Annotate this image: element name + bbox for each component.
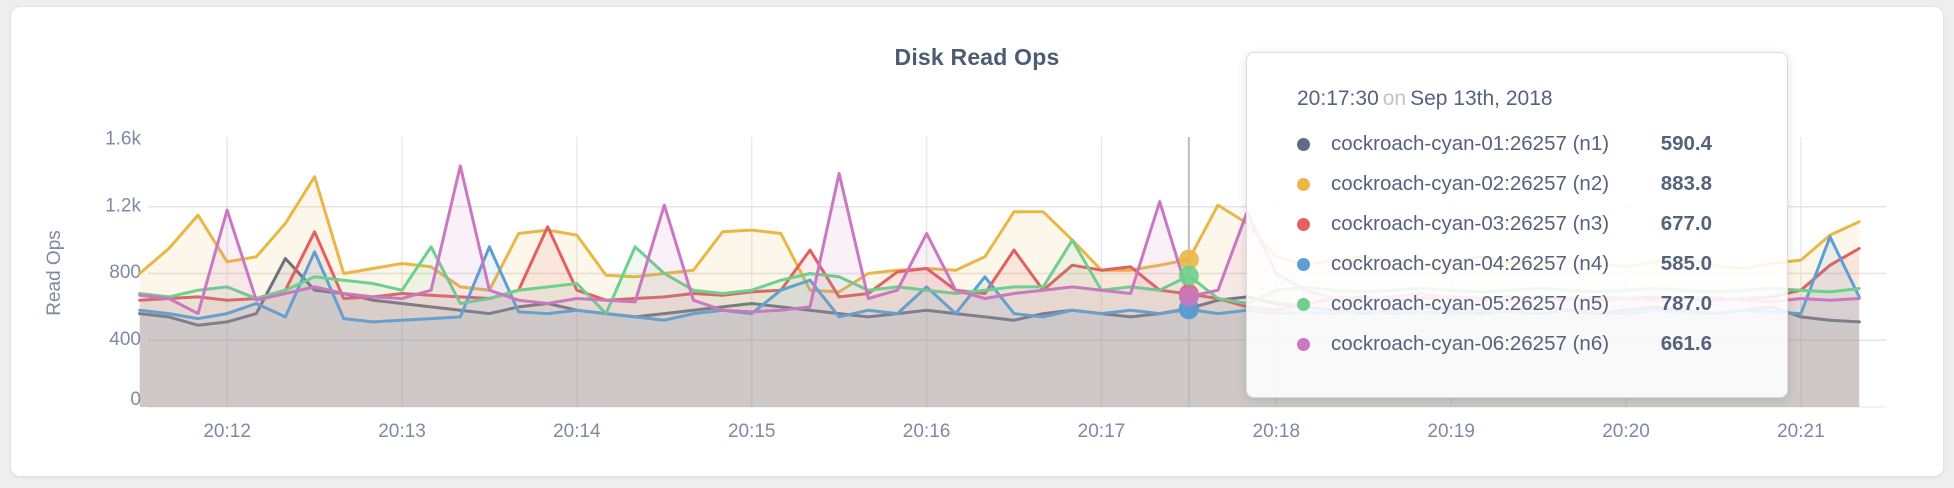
y-axis-tick: 0 bbox=[130, 389, 141, 410]
series-name: cockroach-cyan-01:26257 (n1) bbox=[1331, 132, 1610, 155]
tooltip-connector: on bbox=[1382, 87, 1407, 110]
tooltip-row: cockroach-cyan-03:26257 (n3) 677.0 bbox=[1297, 204, 1763, 244]
series-name: cockroach-cyan-06:26257 (n6) bbox=[1331, 332, 1610, 355]
x-axis-tick: 20:13 bbox=[378, 421, 426, 442]
x-axis-tick: 20:12 bbox=[203, 421, 251, 442]
x-axis-tick: 20:17 bbox=[1078, 421, 1126, 442]
hover-tooltip: 20:17:30 on Sep 13th, 2018 cockroach-cyan-… bbox=[1246, 52, 1788, 398]
tooltip-time: 20:17:30 bbox=[1297, 87, 1379, 110]
series-value: 883.8 bbox=[1660, 172, 1712, 195]
x-axis-tick: 20:16 bbox=[903, 421, 951, 442]
tooltip-header: 20:17:30 on Sep 13th, 2018 bbox=[1297, 87, 1763, 111]
series-name: cockroach-cyan-05:26257 (n5) bbox=[1331, 292, 1610, 315]
hover-dot-n5 bbox=[1178, 265, 1199, 286]
tooltip-row: cockroach-cyan-05:26257 (n5) 787.0 bbox=[1297, 284, 1763, 324]
x-axis-tick: 20:14 bbox=[553, 421, 601, 442]
series-name: cockroach-cyan-03:26257 (n3) bbox=[1331, 212, 1610, 235]
x-axis-tick: 20:20 bbox=[1602, 421, 1650, 442]
series-name: cockroach-cyan-04:26257 (n4) bbox=[1331, 252, 1610, 275]
series-color-dot-icon bbox=[1297, 257, 1310, 271]
series-value: 677.0 bbox=[1660, 212, 1712, 235]
x-axis-tick: 20:18 bbox=[1253, 421, 1301, 442]
x-axis-tick: 20:21 bbox=[1777, 421, 1825, 442]
y-axis-tick: 800 bbox=[109, 262, 141, 283]
series-value: 661.6 bbox=[1660, 332, 1712, 355]
y-axis-tick: 400 bbox=[109, 329, 141, 350]
y-axis-tick: 1.2k bbox=[105, 195, 141, 216]
y-axis-tick: 1.6k bbox=[105, 129, 141, 150]
x-axis-tick: 20:15 bbox=[728, 421, 776, 442]
series-value: 787.0 bbox=[1660, 292, 1712, 315]
series-color-dot-icon bbox=[1297, 337, 1310, 351]
tooltip-row: cockroach-cyan-06:26257 (n6) 661.6 bbox=[1297, 324, 1763, 364]
tooltip-row: cockroach-cyan-02:26257 (n2) 883.8 bbox=[1297, 164, 1763, 204]
chart-title: Disk Read Ops bbox=[894, 44, 1060, 70]
tooltip-date: Sep 13th, 2018 bbox=[1410, 87, 1553, 110]
tooltip-row: cockroach-cyan-01:26257 (n1) 590.4 bbox=[1297, 124, 1763, 164]
series-value: 590.4 bbox=[1660, 132, 1712, 155]
hover-dot-n2 bbox=[1178, 249, 1199, 270]
x-axis-tick: 20:19 bbox=[1427, 421, 1475, 442]
series-color-dot-icon bbox=[1297, 137, 1310, 151]
series-value: 585.0 bbox=[1660, 252, 1712, 275]
series-color-dot-icon bbox=[1297, 217, 1310, 231]
series-name: cockroach-cyan-02:26257 (n2) bbox=[1331, 172, 1610, 195]
series-color-dot-icon bbox=[1297, 177, 1310, 191]
tooltip-row: cockroach-cyan-04:26257 (n4) 585.0 bbox=[1297, 244, 1763, 284]
hover-dot-n6 bbox=[1178, 286, 1199, 307]
series-color-dot-icon bbox=[1297, 297, 1310, 311]
tooltip-rows: cockroach-cyan-01:26257 (n1) 590.4 cockroa… bbox=[1297, 124, 1763, 364]
